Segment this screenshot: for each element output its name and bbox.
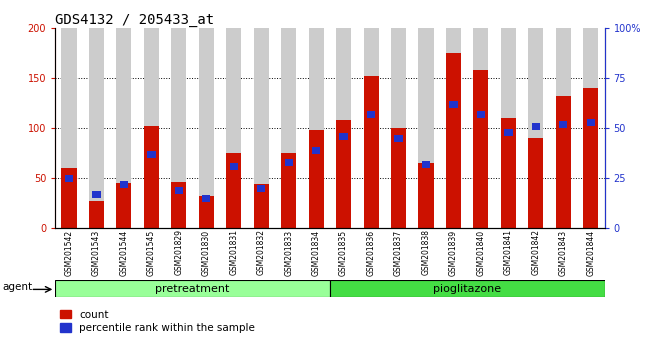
Bar xyxy=(199,196,214,228)
Text: GSM201843: GSM201843 xyxy=(559,229,568,275)
Bar xyxy=(583,88,598,228)
Bar xyxy=(226,28,241,228)
Bar xyxy=(473,28,488,228)
Bar xyxy=(257,185,265,192)
Bar xyxy=(501,28,516,228)
Bar xyxy=(147,151,155,158)
Text: GSM201832: GSM201832 xyxy=(257,229,266,275)
Bar xyxy=(586,119,595,126)
Text: GSM201831: GSM201831 xyxy=(229,229,239,275)
Bar xyxy=(446,28,461,228)
Text: GSM201545: GSM201545 xyxy=(147,229,156,276)
Text: pretreatment: pretreatment xyxy=(155,284,229,293)
Bar xyxy=(65,175,73,182)
Text: GSM201544: GSM201544 xyxy=(120,229,129,276)
Bar xyxy=(528,28,543,228)
Text: GDS4132 / 205433_at: GDS4132 / 205433_at xyxy=(55,13,214,27)
Bar xyxy=(422,161,430,168)
FancyBboxPatch shape xyxy=(330,280,604,297)
Bar xyxy=(172,28,187,228)
Bar xyxy=(419,28,434,228)
Bar xyxy=(339,133,348,140)
Bar xyxy=(363,76,378,228)
Text: GSM201844: GSM201844 xyxy=(586,229,595,275)
Text: GSM201836: GSM201836 xyxy=(367,229,376,275)
Bar xyxy=(254,28,268,228)
Text: GSM201839: GSM201839 xyxy=(449,229,458,275)
Bar xyxy=(391,28,406,228)
Text: GSM201840: GSM201840 xyxy=(476,229,486,275)
Text: agent: agent xyxy=(3,282,33,292)
Text: GSM201835: GSM201835 xyxy=(339,229,348,275)
Text: GSM201837: GSM201837 xyxy=(394,229,403,275)
Bar xyxy=(281,28,296,228)
Bar xyxy=(559,121,567,128)
Bar xyxy=(144,126,159,228)
Bar xyxy=(528,138,543,228)
Bar xyxy=(363,28,378,228)
Bar xyxy=(473,70,488,228)
Bar xyxy=(62,28,77,228)
Bar xyxy=(172,182,187,228)
Bar xyxy=(254,184,268,228)
Bar xyxy=(281,153,296,228)
Bar xyxy=(312,147,320,154)
Text: GSM201833: GSM201833 xyxy=(284,229,293,275)
Bar xyxy=(202,195,211,202)
Bar xyxy=(92,191,101,198)
Bar xyxy=(501,118,516,228)
Bar xyxy=(116,183,131,228)
FancyBboxPatch shape xyxy=(55,280,330,297)
Bar xyxy=(199,28,214,228)
Text: pioglitazone: pioglitazone xyxy=(433,284,501,293)
Bar xyxy=(367,111,375,118)
Bar xyxy=(419,163,434,228)
Text: GSM201838: GSM201838 xyxy=(421,229,430,275)
Bar xyxy=(395,135,403,142)
Bar xyxy=(583,28,598,228)
Bar xyxy=(556,96,571,228)
Bar xyxy=(89,201,104,228)
Bar xyxy=(449,101,458,108)
Bar xyxy=(226,153,241,228)
Bar xyxy=(116,28,131,228)
Bar xyxy=(336,120,351,228)
Bar xyxy=(476,111,485,118)
Bar xyxy=(532,123,540,130)
Bar xyxy=(309,130,324,228)
Text: GSM201841: GSM201841 xyxy=(504,229,513,275)
Bar xyxy=(144,28,159,228)
Bar xyxy=(504,129,513,136)
Bar xyxy=(62,169,77,228)
Bar xyxy=(175,187,183,194)
Text: GSM201543: GSM201543 xyxy=(92,229,101,276)
Text: GSM201834: GSM201834 xyxy=(311,229,320,275)
Legend: count, percentile rank within the sample: count, percentile rank within the sample xyxy=(60,310,255,333)
Bar xyxy=(285,159,293,166)
Bar xyxy=(89,28,104,228)
Bar xyxy=(120,181,128,188)
Bar xyxy=(336,28,351,228)
Bar xyxy=(309,28,324,228)
Bar xyxy=(229,163,238,170)
Bar xyxy=(391,129,406,228)
Text: GSM201829: GSM201829 xyxy=(174,229,183,275)
Text: GSM201542: GSM201542 xyxy=(64,229,73,275)
Text: GSM201830: GSM201830 xyxy=(202,229,211,275)
Bar xyxy=(446,53,461,228)
Text: GSM201842: GSM201842 xyxy=(531,229,540,275)
Bar xyxy=(556,28,571,228)
